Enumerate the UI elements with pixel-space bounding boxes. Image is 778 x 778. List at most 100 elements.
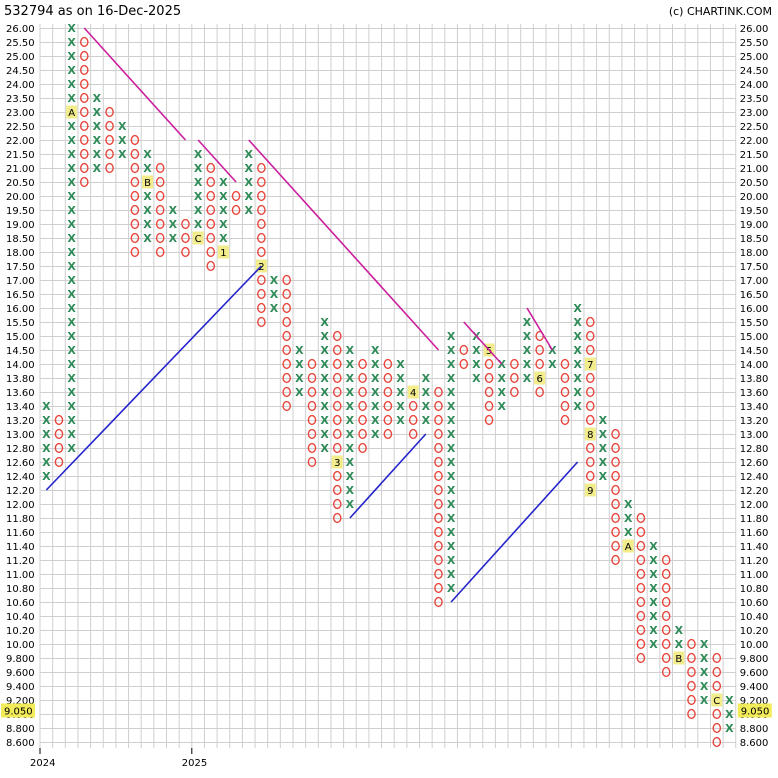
o-mark <box>54 428 64 440</box>
x-mark: X <box>93 120 102 133</box>
x-axis-label: 2025 <box>182 758 207 769</box>
month-mark-bg <box>584 427 596 441</box>
o-mark <box>130 246 140 258</box>
x-mark: X <box>194 148 203 161</box>
o-mark <box>585 470 595 482</box>
y-tick-label-right: 15.00 <box>740 332 769 343</box>
o-mark <box>661 582 671 594</box>
x-mark: X <box>346 344 355 357</box>
x-mark: X <box>219 176 228 189</box>
x-mark: X <box>93 134 102 147</box>
x-mark: X <box>346 400 355 413</box>
x-mark: X <box>422 400 431 413</box>
o-mark <box>105 148 114 160</box>
x-mark: X <box>194 204 203 217</box>
y-tick-label-left: 12.00 <box>6 500 35 511</box>
o-mark <box>79 134 89 146</box>
x-mark: X <box>599 470 608 483</box>
y-tick-label-left: 11.20 <box>6 556 35 567</box>
support-trendline <box>45 265 262 491</box>
x-mark: X <box>194 176 203 189</box>
o-mark <box>535 344 544 356</box>
o-mark <box>358 442 367 454</box>
month-mark: 3 <box>334 458 340 469</box>
month-mark: A <box>625 542 632 553</box>
x-mark: X <box>523 344 532 357</box>
y-tick-label-left: 18.50 <box>6 234 35 245</box>
current-price-tag-right <box>737 703 772 718</box>
x-mark: X <box>447 554 456 567</box>
x-mark: X <box>320 358 329 371</box>
y-tick-label-left: 17.00 <box>6 276 35 287</box>
o-mark <box>383 400 393 412</box>
o-mark <box>307 386 317 398</box>
o-mark <box>206 190 216 202</box>
o-mark <box>307 414 317 426</box>
o-mark <box>484 414 494 426</box>
o-mark <box>130 148 140 160</box>
o-mark <box>206 176 216 188</box>
o-mark <box>282 302 291 314</box>
y-tick-label-right: 17.50 <box>740 262 769 273</box>
o-mark <box>459 358 469 370</box>
y-tick-label-left: 10.80 <box>6 584 35 595</box>
x-axis-label: 2024 <box>30 758 55 769</box>
y-tick-label-right: 9.400 <box>740 682 769 693</box>
x-mark: X <box>396 400 405 413</box>
o-mark <box>408 428 418 440</box>
y-tick-label-left: 21.00 <box>6 164 35 175</box>
x-mark: X <box>573 400 582 413</box>
y-tick-label-left: 8.800 <box>6 724 35 735</box>
o-mark <box>332 428 342 440</box>
o-mark <box>585 344 595 356</box>
x-mark: X <box>143 162 152 175</box>
x-mark: X <box>523 358 532 371</box>
o-mark <box>332 372 342 384</box>
x-mark: X <box>295 358 304 371</box>
y-tick-label-right: 21.00 <box>740 164 769 175</box>
x-mark: X <box>244 162 253 175</box>
o-mark <box>79 106 89 118</box>
y-tick-label-right: 20.00 <box>740 192 769 203</box>
y-tick-label-left: 18.00 <box>6 248 35 259</box>
o-mark <box>535 386 544 398</box>
o-mark <box>206 260 216 272</box>
x-mark: X <box>649 638 658 651</box>
x-mark: X <box>67 316 76 329</box>
x-mark: X <box>649 596 658 609</box>
o-mark <box>257 246 266 258</box>
y-tick-label-right: 12.60 <box>740 458 769 469</box>
o-mark <box>434 596 443 608</box>
x-mark: X <box>194 218 203 231</box>
x-mark: X <box>67 64 76 77</box>
x-mark: X <box>320 344 329 357</box>
copyright-label: (c) CHARTINK.COM <box>668 5 772 18</box>
x-mark: X <box>396 414 405 427</box>
o-mark <box>636 554 646 566</box>
x-mark: X <box>422 414 431 427</box>
o-mark <box>79 50 89 62</box>
x-mark: X <box>573 316 582 329</box>
x-mark: X <box>219 204 228 217</box>
x-mark: X <box>295 386 304 399</box>
x-mark: X <box>447 358 456 371</box>
x-mark: X <box>67 428 76 441</box>
x-mark: X <box>371 358 380 371</box>
o-mark <box>611 442 620 454</box>
x-mark: X <box>447 386 456 399</box>
y-tick-label-right: 25.50 <box>740 38 769 49</box>
y-tick-label-left: 9.400 <box>6 682 35 693</box>
o-mark <box>54 442 64 454</box>
month-mark: C <box>713 696 720 707</box>
o-mark <box>332 330 342 342</box>
x-mark: X <box>346 442 355 455</box>
month-mark: 7 <box>587 360 593 371</box>
x-mark: X <box>447 582 456 595</box>
o-mark <box>54 414 64 426</box>
y-tick-label-right: 21.50 <box>740 150 769 161</box>
support-trendline <box>450 461 579 603</box>
x-mark: X <box>371 414 380 427</box>
o-mark <box>687 652 696 664</box>
x-mark: X <box>169 204 178 217</box>
o-mark <box>155 246 165 258</box>
